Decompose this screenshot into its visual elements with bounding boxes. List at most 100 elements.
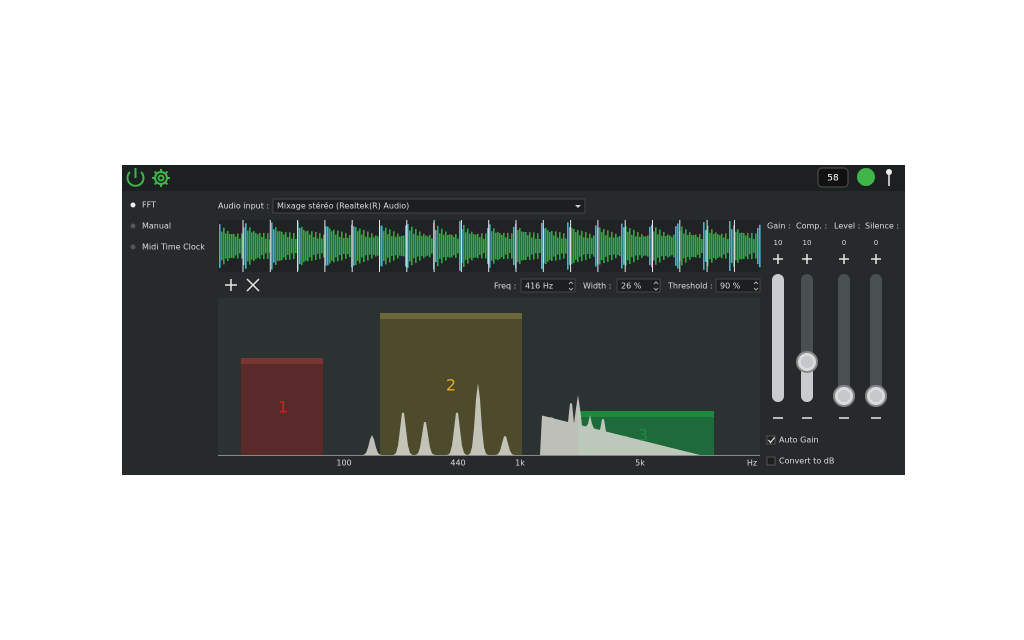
wave-bar bbox=[573, 228, 575, 264]
wave-bar bbox=[691, 235, 693, 257]
wave-bar bbox=[587, 238, 589, 254]
device-dropdown[interactable] bbox=[272, 198, 586, 214]
wave-bar bbox=[605, 235, 607, 257]
wave-bar bbox=[409, 230, 411, 262]
wave-bar bbox=[511, 233, 513, 259]
wave-bar bbox=[487, 228, 489, 264]
wave-bar bbox=[549, 232, 551, 260]
wave-bar bbox=[659, 229, 661, 263]
wave-bar bbox=[591, 237, 593, 255]
wave-bar bbox=[653, 231, 655, 261]
wave-bar bbox=[577, 229, 579, 263]
threshold-input[interactable] bbox=[715, 278, 761, 293]
wave-bar bbox=[661, 235, 663, 257]
wave-bar bbox=[241, 233, 243, 259]
wave-bar bbox=[469, 233, 471, 259]
settings-button[interactable] bbox=[152, 169, 170, 187]
wave-bar bbox=[385, 227, 387, 265]
wave-bar bbox=[583, 237, 585, 255]
radio[interactable] bbox=[130, 202, 136, 208]
wave-bar bbox=[453, 236, 455, 256]
slider-plus[interactable] bbox=[773, 254, 783, 264]
wave-bar bbox=[377, 236, 379, 256]
wave-bar bbox=[521, 231, 523, 261]
spin-arrows[interactable] bbox=[753, 281, 759, 291]
wave-bar bbox=[585, 231, 587, 261]
wave-bar bbox=[413, 233, 415, 259]
slider-plus[interactable] bbox=[871, 254, 881, 264]
remove-zone-button[interactable] bbox=[246, 278, 260, 292]
wave-bar bbox=[669, 235, 671, 257]
wave-bar bbox=[253, 231, 255, 261]
wave-bar bbox=[417, 235, 419, 257]
width-value: 26 % bbox=[621, 282, 642, 291]
wave-bar bbox=[361, 234, 363, 258]
zone-handle[interactable] bbox=[578, 411, 714, 417]
wave-bar bbox=[595, 225, 597, 267]
wave-bar bbox=[629, 228, 631, 264]
wave-bar bbox=[343, 237, 345, 255]
wave-bar bbox=[283, 234, 285, 258]
width-input[interactable] bbox=[616, 278, 661, 293]
slider-plus[interactable] bbox=[839, 254, 849, 264]
wave-bar bbox=[719, 235, 721, 257]
slider-label: Level : bbox=[834, 222, 860, 231]
wave-bar bbox=[671, 236, 673, 256]
slider-label: Silence : bbox=[865, 222, 899, 231]
wave-bar bbox=[625, 226, 627, 266]
wave-bar bbox=[655, 227, 657, 265]
wave-bar bbox=[421, 235, 423, 257]
wave-bar bbox=[247, 230, 249, 262]
zone-handle[interactable] bbox=[241, 358, 323, 364]
wave-bar bbox=[301, 226, 303, 266]
wave-bar bbox=[751, 232, 753, 260]
wave-bar bbox=[365, 236, 367, 256]
power-button[interactable] bbox=[126, 168, 145, 187]
wave-bar bbox=[225, 233, 227, 259]
wave-bar bbox=[737, 229, 739, 263]
wave-bar bbox=[641, 234, 643, 258]
toolbar bbox=[122, 165, 905, 191]
wave-bar bbox=[415, 228, 417, 264]
wave-bar bbox=[599, 227, 601, 265]
add-zone-button[interactable] bbox=[225, 279, 237, 291]
wave-bar bbox=[633, 229, 635, 263]
wave-bar bbox=[747, 232, 749, 260]
spectrum-curve bbox=[218, 383, 760, 455]
pin-button[interactable] bbox=[886, 169, 892, 186]
slider-value: 0 bbox=[874, 239, 878, 247]
wave-bar bbox=[523, 232, 525, 260]
checkbox[interactable] bbox=[766, 456, 776, 466]
freq-input[interactable] bbox=[520, 278, 576, 293]
checkbox[interactable] bbox=[766, 435, 776, 445]
slider-handle-inner bbox=[838, 390, 850, 402]
wave-bar bbox=[493, 228, 495, 264]
slider-plus[interactable] bbox=[802, 254, 812, 264]
wave-bar bbox=[459, 221, 461, 271]
wave-bar bbox=[721, 233, 723, 259]
wave-bar bbox=[499, 233, 501, 259]
wave-bar bbox=[581, 230, 583, 262]
spin-arrows[interactable] bbox=[653, 281, 659, 291]
counter-badge bbox=[817, 167, 849, 188]
wave-bar bbox=[395, 236, 397, 256]
option-label: Auto Gain bbox=[779, 436, 819, 445]
wave-bar bbox=[697, 237, 699, 255]
spin-arrows[interactable] bbox=[568, 281, 574, 291]
zone[interactable] bbox=[241, 358, 323, 455]
wave-bar bbox=[337, 230, 339, 262]
wave-bar bbox=[233, 233, 235, 259]
slider-track[interactable] bbox=[870, 274, 882, 402]
checkmark bbox=[768, 437, 775, 444]
radio[interactable] bbox=[130, 223, 136, 229]
wave-bar bbox=[425, 235, 427, 257]
status-led[interactable] bbox=[857, 168, 875, 186]
wave-bar bbox=[393, 231, 395, 261]
wave-bar bbox=[683, 233, 685, 259]
wave-bar bbox=[615, 233, 617, 259]
zone-handle[interactable] bbox=[380, 313, 522, 319]
radio[interactable] bbox=[130, 244, 136, 250]
slider-track[interactable] bbox=[772, 274, 784, 402]
slider-track[interactable] bbox=[838, 274, 850, 402]
wave-bar bbox=[735, 231, 737, 261]
